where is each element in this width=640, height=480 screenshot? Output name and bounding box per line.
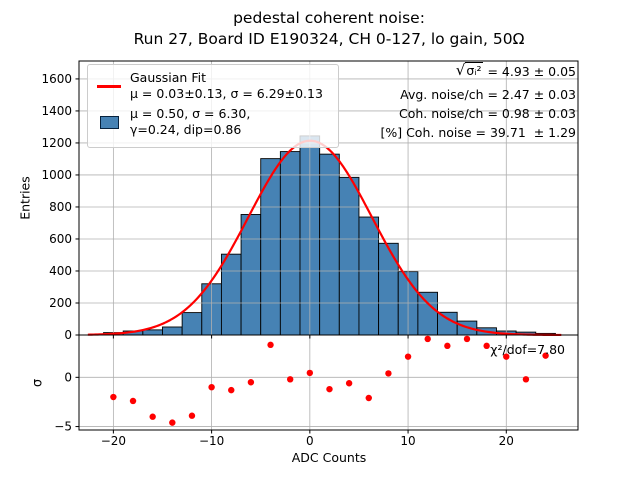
plot-title-line1: pedestal coherent noise: (233, 9, 425, 27)
stats-radicand: σᵢ² (465, 62, 484, 78)
legend-entry1-text: Gaussian Fit μ = 0.03±0.13, σ = 6.29±0.1… (130, 70, 323, 102)
residual-point (306, 369, 314, 377)
residual-point (247, 379, 255, 386)
histogram-bar (358, 216, 380, 336)
stats-line-avg-noise: Avg. noise/ch = 2.47 ± 0.03 (400, 87, 576, 102)
residual-point (542, 352, 549, 359)
legend-entry2-line1: μ = 0.50, σ = 6.30, (130, 106, 251, 121)
histogram-bar (338, 176, 360, 336)
residual-panel-spines (78, 334, 579, 431)
main-y-axis-label: Entries (17, 176, 33, 220)
legend-swatch-column (96, 84, 122, 88)
legend-swatch-column (96, 115, 122, 129)
x-axis-label: ADC Counts (291, 450, 367, 465)
residual-point (424, 335, 431, 343)
y-tick-label: 1600 (41, 72, 72, 86)
histogram-bar (142, 329, 163, 336)
histogram-bar (437, 311, 458, 336)
residual-point (483, 342, 490, 350)
histogram-bar (162, 326, 183, 336)
histogram-bar (260, 158, 281, 336)
residual-point (169, 419, 176, 426)
legend: Gaussian Fit μ = 0.03±0.13, σ = 6.29±0.1… (87, 64, 339, 148)
residual-point (286, 376, 294, 383)
y-tick-label: 1200 (41, 136, 72, 150)
residual-point (326, 385, 333, 393)
histogram-bar (181, 312, 203, 336)
legend-entry1-title: Gaussian Fit (130, 70, 206, 85)
residual-point (365, 394, 372, 402)
residual-y-axis-label: σ (30, 378, 46, 388)
y-tick-label: 800 (49, 200, 72, 214)
residual-point (404, 353, 412, 360)
y-tick-label: 600 (49, 232, 72, 246)
residual-point (385, 370, 392, 377)
histogram-bar (417, 291, 438, 336)
x-tick-label: −20 (101, 434, 126, 448)
residual-y-tick-label: 0 (64, 370, 72, 384)
legend-entry1-subtitle: μ = 0.03±0.13, σ = 6.29±0.13 (130, 86, 323, 101)
legend-entry-gaussian-fit: Gaussian Fit μ = 0.03±0.13, σ = 6.29±0.1… (96, 70, 330, 102)
residual-point (110, 393, 117, 401)
x-tick-label: 0 (306, 434, 314, 448)
residual-point (208, 383, 215, 391)
stats-annotation: √ σᵢ² = 4.93 ± 0.05 Avg. noise/ch = 2.47 … (380, 62, 576, 142)
residual-point (149, 413, 156, 420)
residual-y-tick-label: −5 (54, 420, 72, 434)
histogram-bar (220, 253, 242, 336)
residual-point (503, 353, 510, 360)
residual-point (463, 335, 471, 343)
y-tick-label: 200 (49, 296, 72, 310)
residual-point (267, 341, 274, 349)
y-tick-label: 400 (49, 264, 72, 278)
red-line-swatch-icon (97, 84, 121, 88)
y-tick-label: 0 (64, 328, 72, 342)
plot-title-line2: Run 27, Board ID E190324, CH 0-127, lo g… (133, 29, 525, 48)
x-tick-label: −10 (199, 434, 224, 448)
sqrt-radical-icon: √ (455, 61, 466, 79)
stats-line1-value: = 4.93 ± 0.05 (483, 64, 576, 79)
legend-entry2-line2: γ=0.24, dip=0.86 (130, 122, 242, 137)
histogram-bar (279, 151, 301, 336)
x-tick-label: 20 (499, 434, 514, 448)
chi2-dof-annotation: χ²/dof=7.80 (490, 342, 565, 357)
blue-histogram-swatch-icon (99, 115, 119, 129)
stats-line-pct-coh-noise: [%] Coh. noise = 39.71 ± 1.29 (380, 125, 576, 140)
y-tick-label: 1000 (41, 168, 72, 182)
residual-point (129, 397, 137, 405)
histogram-bar (240, 214, 262, 336)
plot-title: pedestal coherent noise: Run 27, Board I… (79, 8, 579, 49)
y-tick-label: 1400 (41, 104, 72, 118)
legend-entry-histogram: μ = 0.50, σ = 6.30, γ=0.24, dip=0.86 (96, 106, 330, 138)
histogram-bar (378, 242, 399, 336)
residual-point (345, 380, 353, 387)
residual-point (228, 386, 235, 394)
stats-line-coh-noise: Coh. noise/ch = 0.98 ± 0.03 (398, 106, 576, 121)
legend-entry2-text: μ = 0.50, σ = 6.30, γ=0.24, dip=0.86 (130, 106, 250, 138)
residual-point (188, 412, 196, 419)
residual-point (444, 342, 451, 350)
stats-line-total-noise: √ σᵢ² = 4.93 ± 0.05 (456, 62, 576, 81)
x-tick-label: 10 (400, 434, 415, 448)
histogram-bar (319, 153, 340, 336)
residual-point (522, 376, 530, 383)
